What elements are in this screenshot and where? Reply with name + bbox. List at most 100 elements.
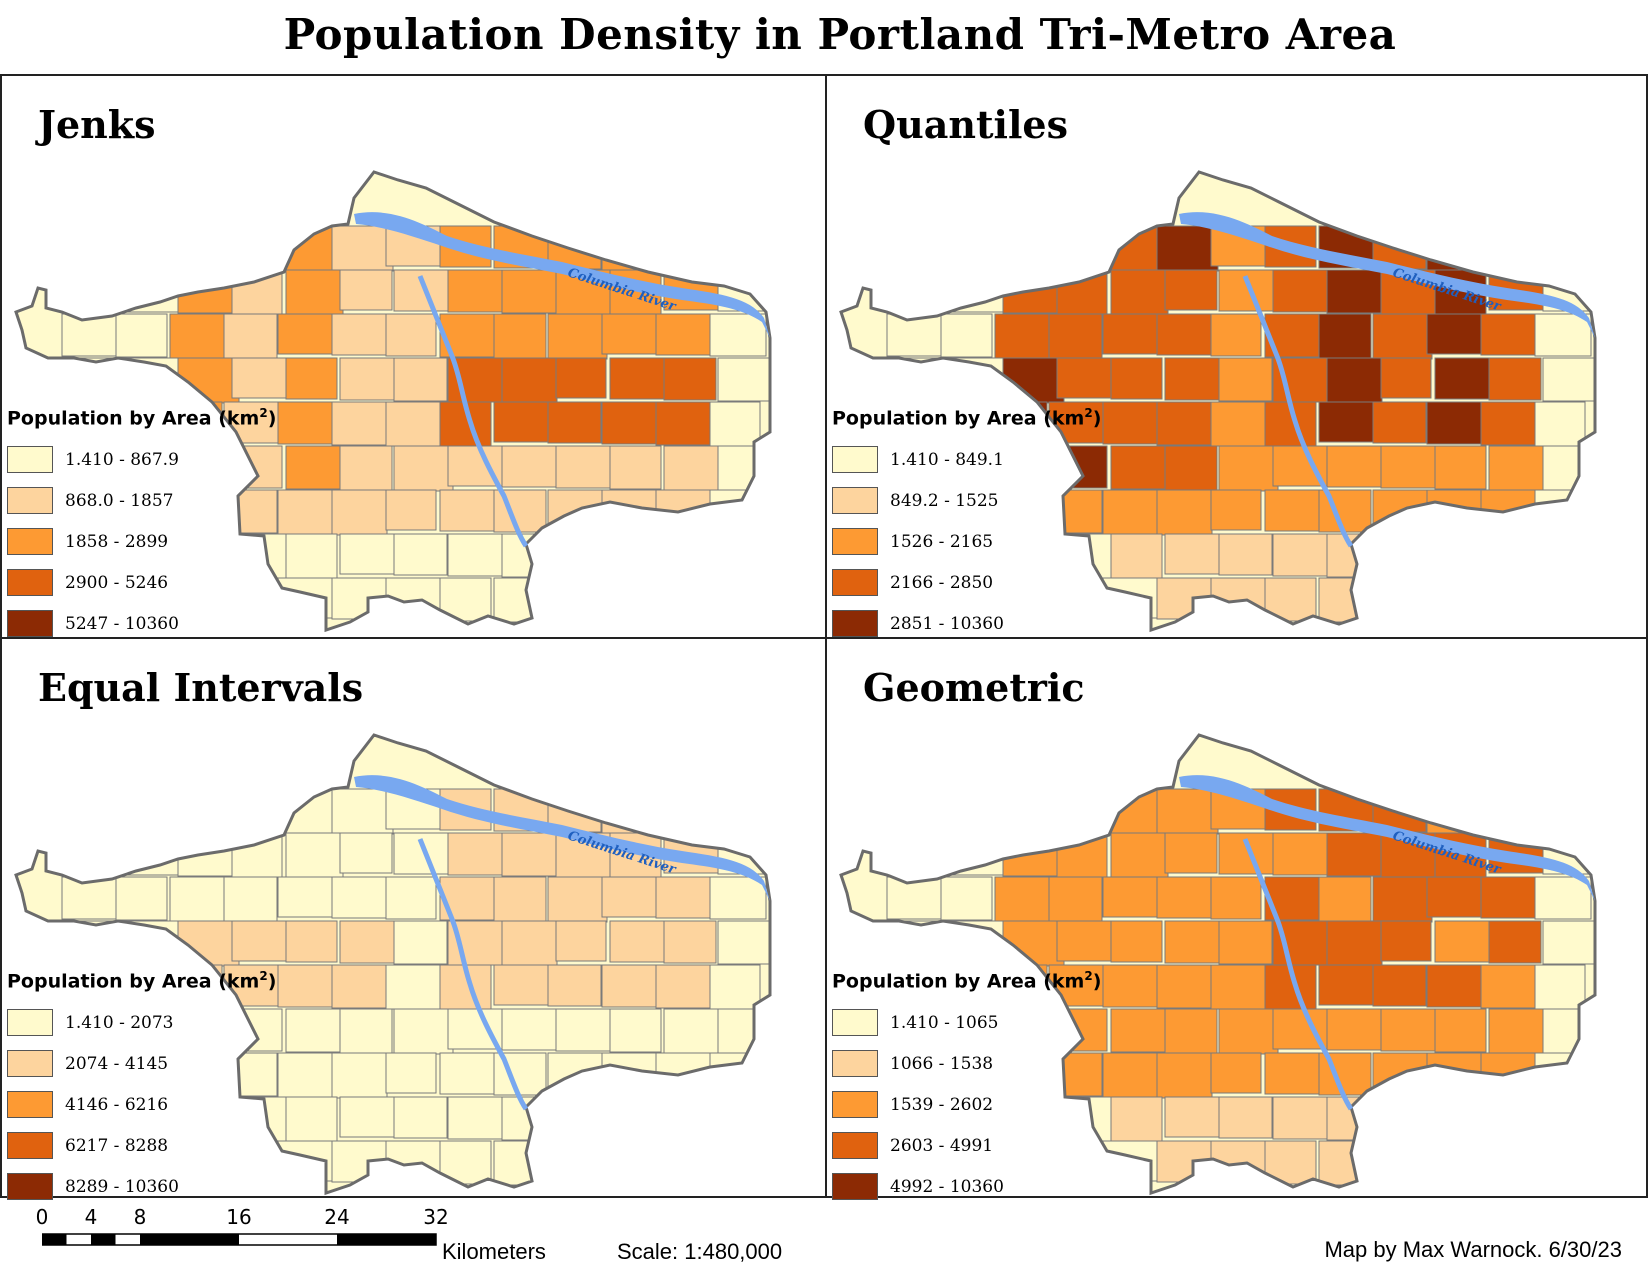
map-legend: Population by Area (km2) 1.410 - 2073 2074… xyxy=(7,969,276,1200)
census-tract xyxy=(285,1096,338,1143)
census-tract xyxy=(1056,357,1114,399)
census-tract xyxy=(655,964,712,1009)
census-tract xyxy=(1426,876,1482,918)
legend-swatch xyxy=(7,446,53,474)
census-tract xyxy=(1164,445,1218,491)
census-tract xyxy=(331,489,388,536)
census-tract xyxy=(1264,1052,1323,1095)
census-tract xyxy=(663,1096,717,1138)
vertical-divider xyxy=(825,76,827,1196)
census-tract xyxy=(1318,964,1378,1006)
census-tract xyxy=(1318,1140,1378,1186)
census-tract xyxy=(1110,269,1169,316)
census-tract xyxy=(1218,357,1273,402)
census-tract xyxy=(894,920,955,965)
census-tract xyxy=(1434,920,1493,963)
census-tract xyxy=(223,225,284,270)
census-tract xyxy=(339,269,393,311)
census-tract xyxy=(1326,445,1389,488)
census-tract xyxy=(1164,269,1218,311)
panel-geometric: Columbia River Geometric Population by Are… xyxy=(827,639,1650,1200)
legend-label: 8289 - 10360 xyxy=(65,1176,179,1197)
legend-label: 2851 - 10360 xyxy=(890,613,1004,634)
census-tract xyxy=(1102,489,1164,535)
census-tract xyxy=(1326,269,1389,314)
census-tract xyxy=(1534,964,1586,1010)
census-tract xyxy=(1318,577,1378,623)
census-tract xyxy=(1318,876,1372,922)
legend-label: 2074 - 4145 xyxy=(65,1053,169,1074)
willamette-river xyxy=(1242,838,1354,1111)
census-tract xyxy=(393,920,448,965)
census-tract xyxy=(1272,1096,1334,1140)
census-tract xyxy=(277,1052,339,1098)
census-tract xyxy=(277,964,333,1008)
census-tract xyxy=(1164,1096,1224,1138)
scale-tick-label: 32 xyxy=(423,1205,449,1229)
census-tract xyxy=(331,401,394,446)
census-tract xyxy=(277,401,333,445)
census-tract xyxy=(940,788,999,831)
census-tract xyxy=(169,313,229,359)
census-tract xyxy=(1426,788,1488,834)
census-tract xyxy=(1426,1140,1488,1182)
census-tract xyxy=(1480,225,1537,272)
census-tract xyxy=(663,357,717,401)
legend-item: 6217 - 8288 xyxy=(7,1125,276,1166)
census-tract xyxy=(493,1140,553,1186)
legend-item: 1539 - 2602 xyxy=(832,1084,1101,1125)
legend-item: 2851 - 10360 xyxy=(832,603,1101,637)
census-tract xyxy=(69,357,130,402)
legend-label: 1066 - 1538 xyxy=(890,1053,994,1074)
census-tract xyxy=(1426,489,1482,535)
willamette-river xyxy=(417,838,529,1111)
census-tract xyxy=(601,401,663,445)
census-tract xyxy=(547,401,602,444)
census-tract xyxy=(1218,445,1279,492)
census-tract xyxy=(1542,445,1595,492)
census-tract xyxy=(1272,832,1328,876)
metro-boundary xyxy=(14,733,772,1196)
census-tract xyxy=(285,832,344,879)
census-tract xyxy=(709,577,761,621)
legend-swatch xyxy=(832,487,878,515)
map-legend: Population by Area (km2) 1.410 - 849.1 849… xyxy=(832,406,1101,637)
census-tract xyxy=(1534,1140,1586,1184)
census-tract xyxy=(547,313,608,360)
census-tract xyxy=(709,313,767,357)
census-tract xyxy=(717,1096,770,1139)
census-tract xyxy=(663,533,717,575)
columbia-river xyxy=(354,775,770,901)
census-tract xyxy=(493,876,547,922)
legend-swatch xyxy=(7,487,53,515)
panel-title: Equal Intervals xyxy=(38,665,364,710)
legend-swatch xyxy=(7,1173,53,1200)
census-tract xyxy=(385,1052,437,1094)
census-tract xyxy=(1156,489,1213,536)
census-tract xyxy=(501,445,564,488)
census-tract xyxy=(1210,964,1268,1010)
census-tract xyxy=(331,1140,394,1183)
census-tract xyxy=(994,876,1054,922)
legend-item: 2603 - 4991 xyxy=(832,1125,1101,1166)
census-tract xyxy=(1380,445,1438,489)
map-credit: Map by Max Warnock. 6/30/23 xyxy=(1324,1237,1622,1262)
legend-title: Population by Area (km2) xyxy=(7,969,277,993)
census-tract xyxy=(385,876,437,920)
census-tract xyxy=(1372,313,1433,360)
census-tract xyxy=(1480,788,1537,835)
census-tract xyxy=(1488,533,1542,575)
census-tract xyxy=(717,533,770,576)
census-tract xyxy=(1426,313,1482,355)
census-tract xyxy=(1534,577,1586,621)
legend-label: 4992 - 10360 xyxy=(890,1176,1004,1197)
census-tract xyxy=(1102,313,1164,355)
census-tract xyxy=(339,1008,393,1054)
census-tract xyxy=(1480,577,1537,620)
census-tract xyxy=(547,964,602,1007)
census-tract xyxy=(1210,1052,1262,1094)
census-tract xyxy=(1272,533,1334,577)
census-tract xyxy=(1488,920,1542,964)
census-tract xyxy=(1542,357,1595,402)
census-tract xyxy=(339,357,399,401)
